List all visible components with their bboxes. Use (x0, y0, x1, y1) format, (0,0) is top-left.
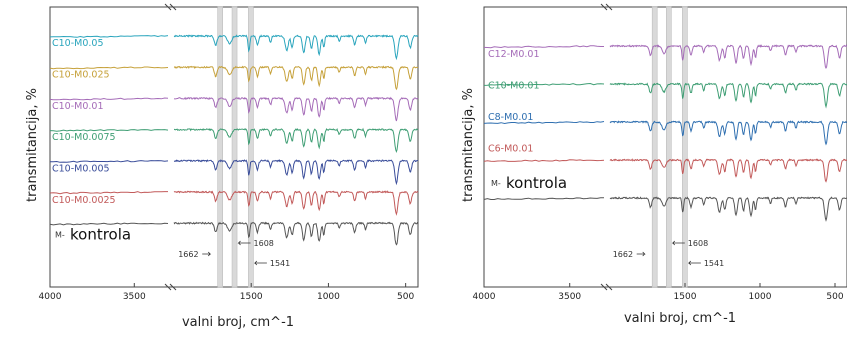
ref-arrow-1608 (671, 240, 685, 246)
axis-break-top (164, 3, 177, 11)
ref-label-1608: 1608 (254, 239, 274, 248)
series-line-kontrola (483, 196, 847, 222)
x-axis-label: valni broj, cm^-1 (182, 315, 294, 330)
axis-break-bottom (164, 283, 177, 291)
ref-label-1662: 1662 (613, 250, 633, 259)
ref-arrow-1541 (687, 260, 701, 266)
x-tick-label-4000: 4000 (39, 292, 62, 302)
ref-label-1541: 1541 (704, 259, 724, 268)
x-tick-label-3500: 3500 (558, 292, 581, 302)
series-line-c10-m0-0075 (49, 127, 419, 154)
x-tick-label-500: 500 (826, 292, 843, 302)
series-label-c12-m0-01: C12-M0.01 (488, 49, 540, 60)
ref-label-1541: 1541 (270, 259, 290, 268)
series-label-c10-m0-0025: C10-M0.0025 (52, 195, 116, 206)
series-line-c10-m0-005 (50, 159, 419, 186)
series-label-c10-m0-025: C10-M0.025 (52, 69, 110, 80)
reference-line-1662 (651, 6, 658, 288)
series-label-c10-m0-005: C10-M0.005 (52, 164, 110, 175)
x-tick-label-1500: 1500 (674, 292, 697, 302)
chart-panel-2: C12-M0.01 C10-M0.01 C8-M0.01 C6-M0.01 M-kont… (461, 3, 847, 326)
axis-break-bottom (600, 283, 613, 291)
reference-line-1608 (665, 6, 672, 288)
series-label-c6-m0-01: C6-M0.01 (488, 144, 533, 155)
x-tick-label-1000: 1000 (317, 292, 340, 302)
plot-frame (483, 6, 847, 288)
series-line-c8-m0-01 (483, 120, 847, 146)
axis-break-top (600, 3, 613, 11)
series-line-c10-m0-05 (49, 34, 419, 61)
chart-panel-1: C10-M0.05 C10-M0.025 C10-M0.01 C10-M0.0075 C… (25, 3, 419, 330)
ref-arrow-1608 (237, 240, 251, 246)
series-line-c10-m0-01 (483, 82, 847, 109)
x-tick-label-3500: 3500 (123, 292, 146, 302)
series-label-c8-m0-01: C8-M0.01 (488, 112, 533, 123)
series-line-c10-m0-0025 (49, 190, 419, 216)
series-line-kontrola (49, 221, 419, 246)
reference-line-1662 (217, 6, 223, 288)
series-line-c10-m0-025 (49, 65, 419, 91)
x-tick-label-1000: 1000 (749, 292, 772, 302)
series-prefix: M- (491, 179, 501, 188)
x-axis-label: valni broj, cm^-1 (624, 311, 736, 326)
series-label-kontrola: kontrola (70, 225, 131, 243)
x-tick-label-500: 500 (397, 292, 414, 302)
y-axis-label: transmitancija, % (461, 88, 476, 202)
ref-label-1662: 1662 (178, 250, 198, 259)
series-label-c10-m0-0075: C10-M0.0075 (52, 132, 116, 143)
series-label-c10-m0-01: C10-M0.01 (488, 81, 540, 92)
y-axis-label: transmitancija, % (25, 88, 40, 202)
series-line-c12-m0-01 (483, 44, 847, 70)
x-tick-label-4000: 4000 (473, 292, 496, 302)
series-label-c10-m0-01: C10-M0.01 (52, 101, 104, 112)
series-line-c10-m0-01 (49, 96, 419, 122)
x-tick-label-1500: 1500 (240, 292, 263, 302)
series-label-kontrola: kontrola (506, 174, 567, 192)
series-label-c10-m0-05: C10-M0.05 (52, 38, 104, 49)
reference-line-1541 (682, 6, 688, 288)
ref-arrow-1662 (636, 251, 646, 257)
ref-label-1608: 1608 (688, 239, 708, 248)
series-prefix: M- (55, 230, 65, 239)
ref-arrow-1541 (253, 260, 267, 266)
reference-line-1608 (231, 6, 238, 288)
ref-arrow-1662 (202, 251, 212, 257)
series-line-c6-m0-01 (483, 158, 847, 183)
